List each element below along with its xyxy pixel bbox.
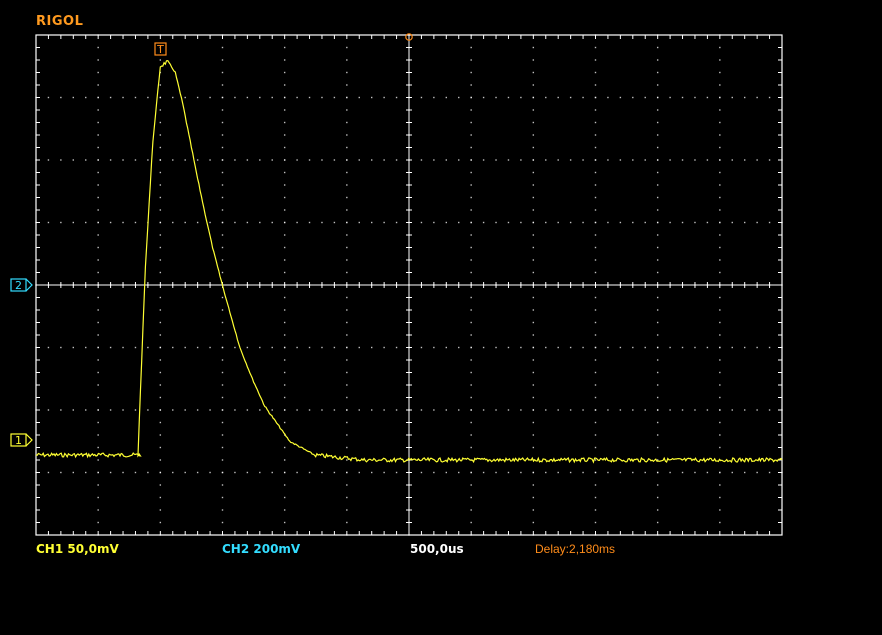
ch1-scale-label[interactable]: CH1 50,0mV bbox=[36, 542, 119, 556]
ch1-trace bbox=[35, 59, 783, 464]
ch2-level-marker[interactable]: 2 bbox=[10, 278, 33, 292]
trigger-marker-label: T bbox=[156, 43, 164, 56]
brand-logo-text: RIGOL bbox=[36, 14, 84, 29]
ch1-level-marker[interactable]: 1 bbox=[10, 433, 33, 447]
plot-frame bbox=[35, 34, 783, 536]
ch1-marker-label: 1 bbox=[15, 434, 22, 447]
ch2-scale-label[interactable]: CH2 200mV bbox=[222, 542, 301, 556]
ch2-marker-label: 2 bbox=[15, 279, 22, 292]
trigger-delay-label[interactable]: Delay:2,180ms bbox=[535, 542, 616, 556]
graticule bbox=[35, 34, 783, 536]
trigger-position-marker[interactable]: T bbox=[154, 42, 167, 56]
timebase-label[interactable]: 500,0us bbox=[410, 542, 464, 556]
trigger-delay-marker[interactable] bbox=[405, 33, 413, 41]
